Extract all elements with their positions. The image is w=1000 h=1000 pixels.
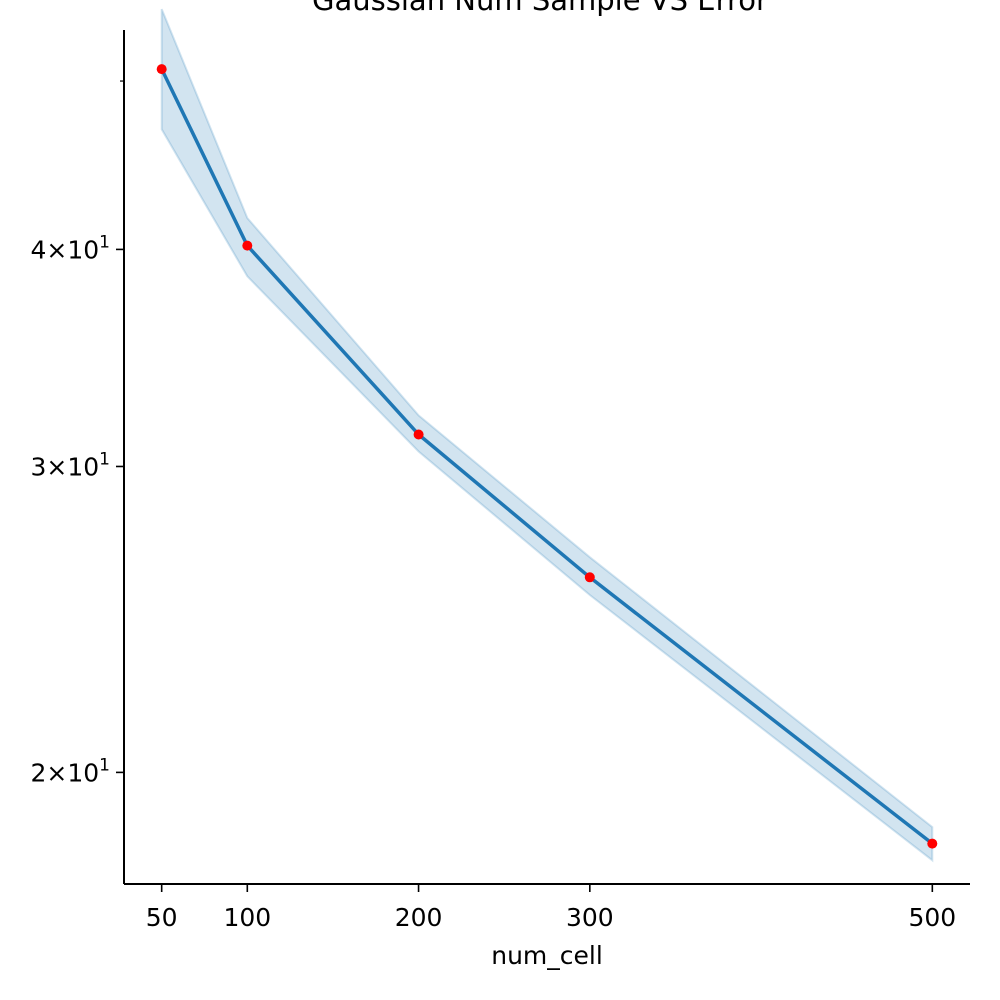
x-tick-label: 100	[223, 903, 271, 932]
x-tick-label: 50	[146, 903, 178, 932]
x-axis-label: num_cell	[491, 941, 603, 970]
x-tick-label: 500	[908, 903, 956, 932]
data-point	[927, 838, 938, 849]
plot-area	[156, 8, 938, 863]
data-point	[584, 572, 595, 583]
data-point	[242, 240, 253, 251]
y-tick-label: 3×101	[31, 449, 111, 481]
ticks: 50 100 200 300 500 2×101 3×101 4×101	[31, 80, 956, 932]
y-tick-label: 2×101	[31, 755, 111, 787]
y-tick-label: 4×101	[31, 232, 111, 264]
x-tick-label: 300	[566, 903, 614, 932]
data-point	[156, 64, 167, 75]
confidence-band	[160, 8, 934, 863]
series-line	[159, 66, 935, 847]
x-tick-label: 200	[395, 903, 443, 932]
chart-title: Gaussian Num Sample VS Error	[312, 0, 768, 17]
data-point	[413, 429, 424, 440]
axes	[123, 30, 970, 885]
